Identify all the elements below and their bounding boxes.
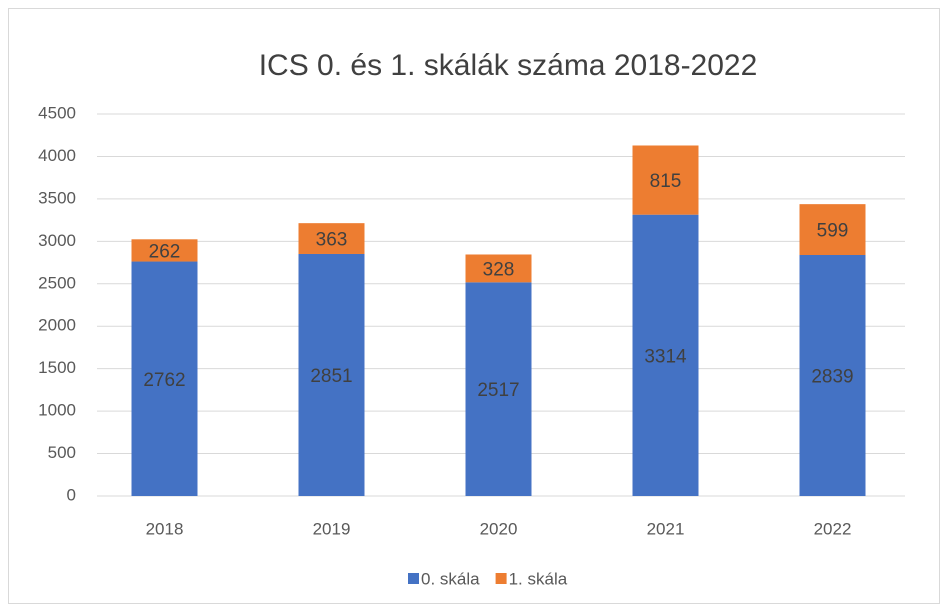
- y-tick-label: 4000: [38, 146, 76, 165]
- bar-segment: [799, 204, 866, 256]
- legend-swatch: [408, 573, 419, 584]
- bar-segment: [465, 282, 532, 496]
- bar-segment: [465, 254, 532, 283]
- y-tick-label: 1500: [38, 358, 76, 377]
- legend-label: 1. skála: [509, 569, 568, 588]
- y-tick-label: 1000: [38, 401, 76, 420]
- y-tick-label: 500: [48, 443, 76, 462]
- data-label: 815: [650, 171, 682, 192]
- x-tick-label: 2019: [313, 519, 351, 538]
- bar-segment: [298, 253, 365, 496]
- legend-swatch: [495, 573, 507, 584]
- legend-label: 0. skála: [421, 569, 480, 588]
- data-label: 262: [149, 241, 181, 262]
- y-tick-label: 3000: [38, 231, 76, 250]
- x-tick-label: 2022: [814, 519, 852, 538]
- chart-title: ICS 0. és 1. skálák száma 2018-2022: [259, 49, 758, 82]
- y-tick-label: 2500: [38, 273, 76, 292]
- x-tick-label: 2020: [480, 519, 518, 538]
- bar-segment: [632, 145, 699, 215]
- y-tick-label: 2000: [38, 316, 76, 335]
- data-label: 363: [316, 230, 348, 251]
- bar-segment: [799, 255, 866, 496]
- bar-segment: [131, 239, 198, 262]
- bar-segment: [632, 214, 699, 496]
- bar-segment: [298, 223, 365, 254]
- y-tick-label: 0: [67, 485, 76, 504]
- data-label: 2851: [310, 366, 352, 387]
- data-label: 3314: [644, 346, 687, 367]
- y-tick-label: 3500: [38, 188, 76, 207]
- data-label: 2517: [477, 380, 519, 401]
- y-tick-label: 4500: [38, 103, 76, 122]
- data-label: 2839: [811, 367, 853, 388]
- data-label: 599: [817, 221, 849, 242]
- data-label: 2762: [143, 370, 185, 391]
- x-tick-label: 2021: [647, 519, 685, 538]
- x-tick-label: 2018: [146, 519, 184, 538]
- data-label: 328: [483, 259, 515, 280]
- bar-segment: [131, 261, 198, 496]
